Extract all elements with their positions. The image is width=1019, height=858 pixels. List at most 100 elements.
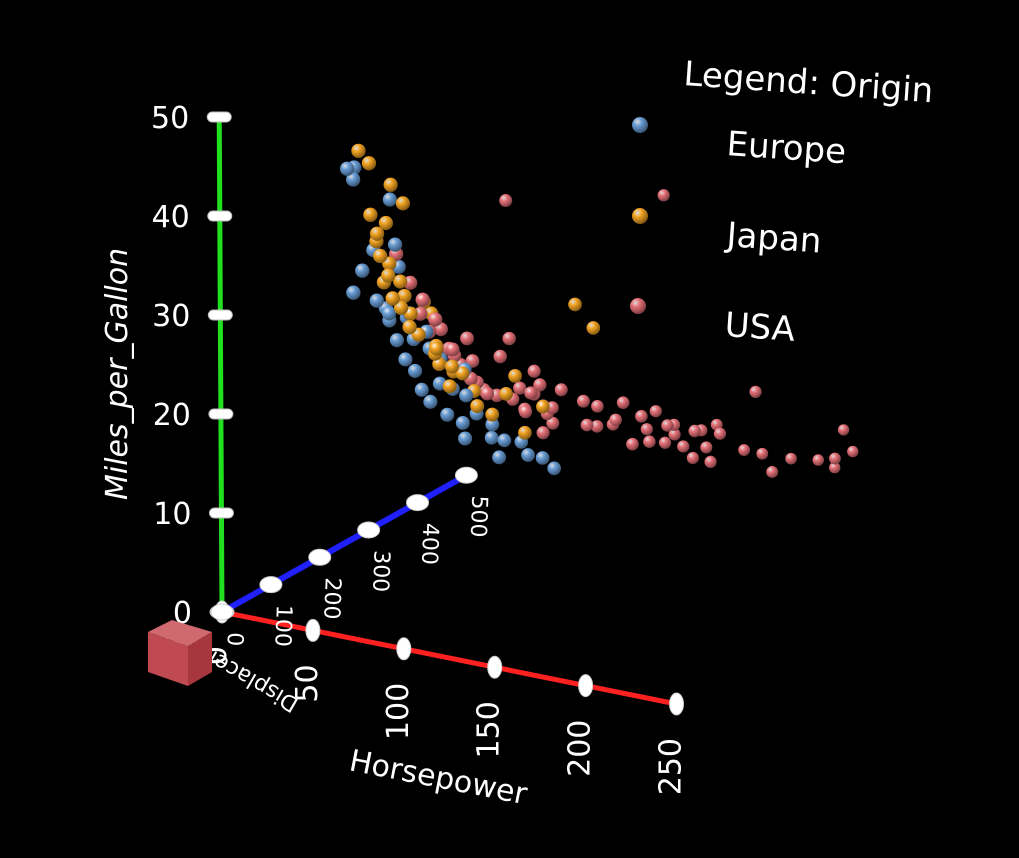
data-point-japan (373, 248, 388, 264)
x-tick-marker (487, 655, 503, 679)
data-point-usa (738, 444, 750, 456)
x-tick-label: 50 (290, 664, 325, 702)
data-point-europe (497, 433, 512, 448)
data-point-usa (590, 420, 604, 433)
data-point-japan (393, 300, 409, 315)
data-point-usa (524, 386, 538, 400)
data-point-japan (381, 268, 396, 283)
y-tick-marker (207, 210, 233, 222)
x-tick-label: 250 (654, 738, 689, 795)
data-point-usa (756, 447, 769, 460)
data-point-usa (591, 400, 604, 413)
data-point-usa (766, 465, 779, 478)
data-point-japan (393, 274, 408, 289)
data-point-usa (688, 424, 701, 438)
data-point-japan (395, 196, 410, 211)
data-point-usa (749, 385, 762, 398)
data-point-usa (677, 440, 690, 453)
legend-swatch-europe (632, 117, 648, 133)
data-point-europe (459, 388, 474, 403)
data-point-japan (383, 177, 398, 192)
data-point-usa (661, 419, 674, 432)
legend-swatch-japan (632, 208, 648, 224)
data-point-europe (440, 407, 455, 422)
z-tick-label: 100 (269, 604, 295, 647)
data-point-usa (493, 349, 507, 364)
x-tick-marker (578, 674, 594, 698)
data-point-japan (442, 379, 457, 394)
data-point-usa (704, 455, 717, 468)
data-point-europe (355, 263, 370, 278)
data-point-japan (378, 215, 394, 231)
data-point-usa (518, 405, 533, 419)
data-point-japan (586, 321, 601, 335)
data-point-usa (829, 452, 841, 465)
data-point-europe (408, 363, 423, 378)
data-point-usa (686, 451, 699, 465)
data-point-europe (369, 293, 384, 308)
x-tick-label: 200 (563, 720, 598, 777)
data-point-usa (713, 427, 727, 440)
data-point-japan (369, 226, 385, 241)
y-tick-label: 10 (153, 497, 191, 532)
y-axis-line (216, 116, 225, 613)
data-point-usa (576, 394, 590, 408)
data-point-usa (668, 428, 681, 441)
z-tick-label: 400 (416, 522, 442, 565)
data-point-europe (381, 306, 397, 321)
data-point-japan (361, 156, 377, 171)
data-point-europe (484, 430, 499, 445)
y-tick-marker (207, 309, 233, 321)
data-point-japan (363, 207, 378, 222)
origin-cube-marker (148, 620, 212, 686)
y-tick-label: 20 (153, 398, 191, 433)
data-point-usa (460, 331, 474, 346)
data-point-japan (444, 359, 459, 374)
z-tick-marker (210, 603, 234, 621)
data-point-usa (536, 426, 550, 440)
data-point-japan (397, 288, 412, 304)
data-point-usa (640, 423, 653, 436)
y-tick-marker (208, 507, 234, 519)
data-point-europe (414, 382, 429, 397)
data-point-usa (502, 331, 516, 346)
data-point-europe (382, 192, 397, 207)
y-tick-label: 40 (152, 200, 190, 235)
x-tick-label: 150 (472, 701, 507, 758)
z-tick-label: 0 (222, 632, 247, 647)
data-point-japan (385, 291, 400, 306)
data-point-japan (536, 399, 550, 414)
data-point-usa (657, 189, 670, 202)
data-point-japan (455, 366, 470, 381)
z-tick-marker (259, 576, 283, 594)
points-layer (340, 143, 859, 478)
data-point-usa (580, 418, 594, 432)
data-point-usa (480, 386, 495, 401)
y-tick-label: 50 (151, 101, 189, 136)
data-point-japan (402, 319, 417, 335)
z-tick-label: 200 (318, 577, 344, 620)
data-point-japan (568, 297, 582, 312)
data-point-japan (351, 143, 366, 158)
y-tick-label: 30 (152, 299, 190, 334)
data-point-usa (837, 424, 850, 436)
data-point-europe (389, 333, 404, 348)
x-tick-marker (669, 692, 684, 716)
z-tick-marker (406, 494, 430, 512)
data-point-japan (518, 425, 532, 440)
x-tick-marker (396, 637, 412, 661)
data-point-usa (554, 383, 568, 397)
data-point-europe (340, 161, 355, 176)
legend: Legend: Origin Europe Japan USA (630, 54, 934, 350)
legend-label-japan: Japan (723, 215, 822, 262)
data-point-europe (455, 415, 470, 430)
data-point-europe (485, 417, 500, 432)
data-point-usa (626, 437, 639, 451)
data-point-usa (415, 292, 430, 307)
data-point-usa (533, 378, 547, 392)
data-point-usa (658, 436, 672, 449)
z-tick-label: 300 (367, 550, 393, 593)
data-point-europe (521, 448, 535, 462)
